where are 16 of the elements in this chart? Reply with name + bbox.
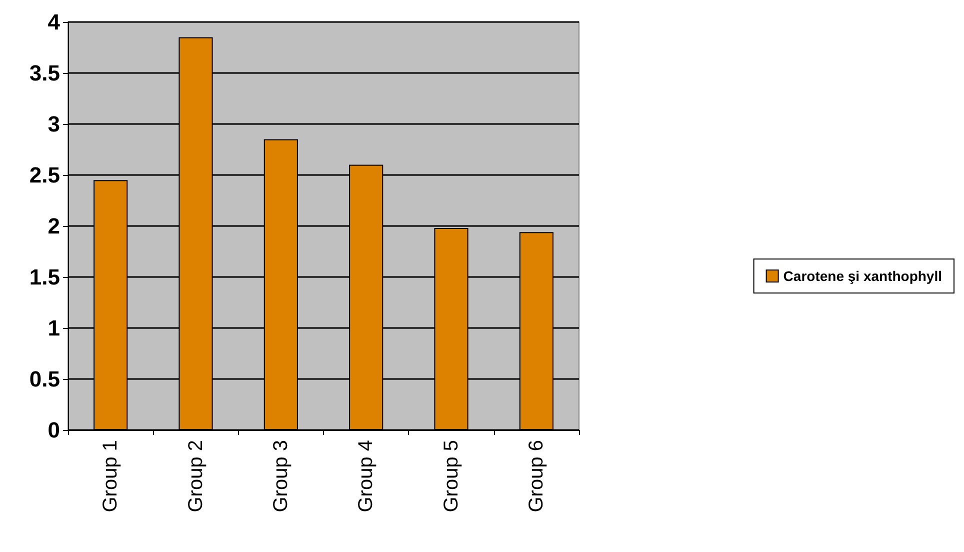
x-tick-label: Group 3	[270, 440, 292, 512]
y-tick-label: 1	[48, 316, 60, 340]
x-tick-label: Group 1	[100, 440, 122, 512]
x-tick-label: Group 2	[184, 440, 207, 512]
legend-label: Carotene şi xanthophyll	[783, 268, 942, 284]
y-tick-label: 2	[48, 214, 60, 238]
x-tick-label: Group 6	[525, 440, 548, 512]
y-tick-label: 2.5	[29, 162, 60, 188]
x-tick-label: Group 5	[440, 440, 462, 512]
y-tick-label: 1.5	[29, 264, 60, 290]
y-tick-label: 0	[48, 418, 60, 442]
y-tick-label: 0.5	[29, 366, 60, 392]
y-tick-label: 4	[48, 10, 61, 34]
x-tick-label: Group 4	[355, 440, 378, 512]
y-tick-label: 3	[48, 112, 60, 136]
y-tick-label: 3.5	[29, 60, 60, 86]
